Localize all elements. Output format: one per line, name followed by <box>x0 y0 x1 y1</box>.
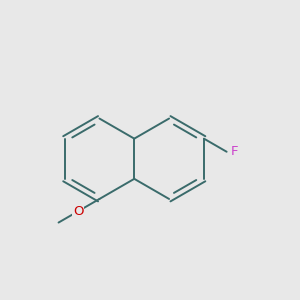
Text: F: F <box>231 145 238 158</box>
Text: O: O <box>73 205 83 218</box>
